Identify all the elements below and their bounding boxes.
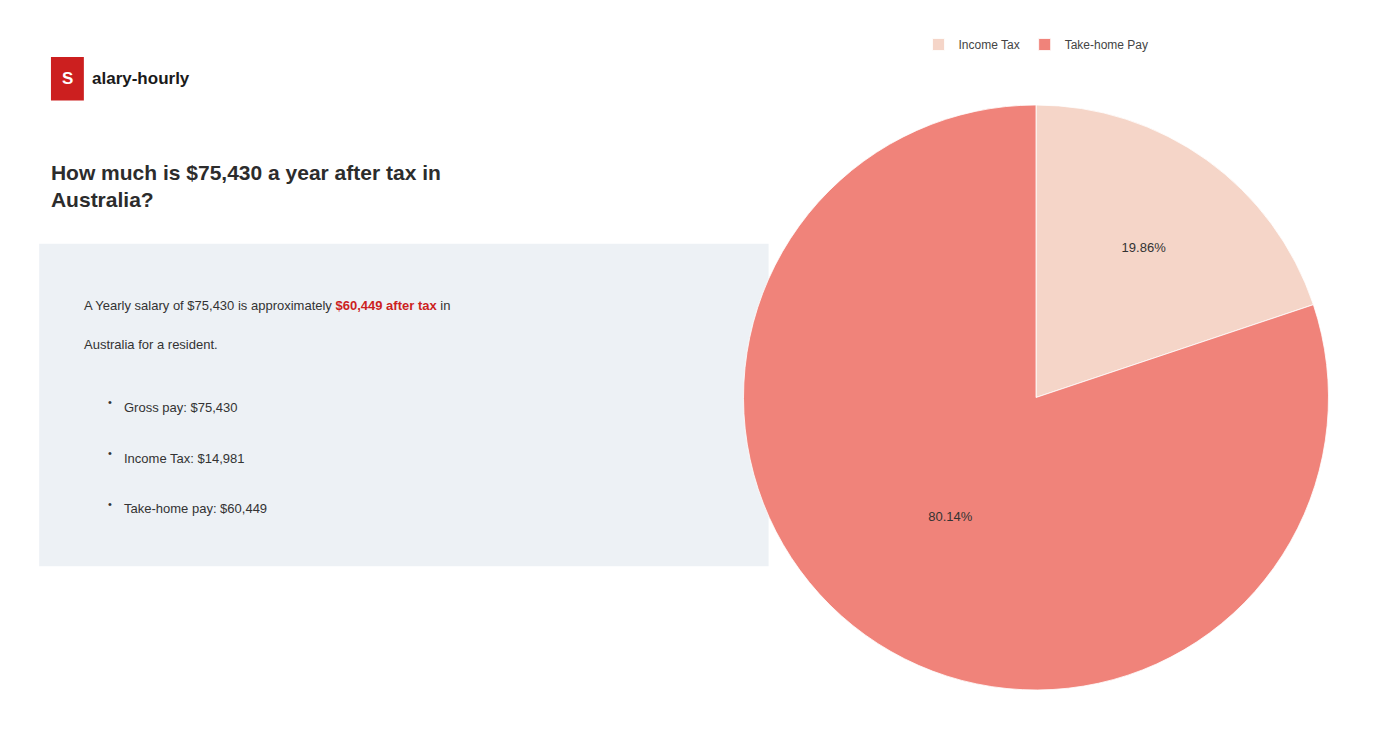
svg-text:•: •	[108, 447, 112, 459]
svg-text:How much is $75,430 a year aft: How much is $75,430 a year after tax inA…	[51, 161, 441, 211]
svg-text:Income Tax: Income Tax	[959, 38, 1020, 52]
svg-text:80.14%: 80.14%	[928, 509, 973, 524]
svg-text:Take-home Pay: Take-home Pay	[1065, 38, 1148, 52]
svg-text:19.86%: 19.86%	[1122, 240, 1167, 255]
svg-text:•: •	[108, 396, 112, 408]
svg-text:Income Tax: $14,981: Income Tax: $14,981	[124, 451, 244, 466]
svg-text:Gross pay: $75,430: Gross pay: $75,430	[124, 400, 237, 415]
svg-text:S: S	[62, 69, 73, 88]
svg-text:Take-home pay: $60,449: Take-home pay: $60,449	[124, 501, 267, 516]
svg-text:alary-hourly: alary-hourly	[92, 69, 190, 88]
svg-text:A Yearly salary of $75,430 is: A Yearly salary of $75,430 is approximat…	[84, 298, 450, 313]
svg-text:•: •	[108, 498, 112, 510]
svg-text:Australia for a resident.: Australia for a resident.	[84, 337, 218, 352]
